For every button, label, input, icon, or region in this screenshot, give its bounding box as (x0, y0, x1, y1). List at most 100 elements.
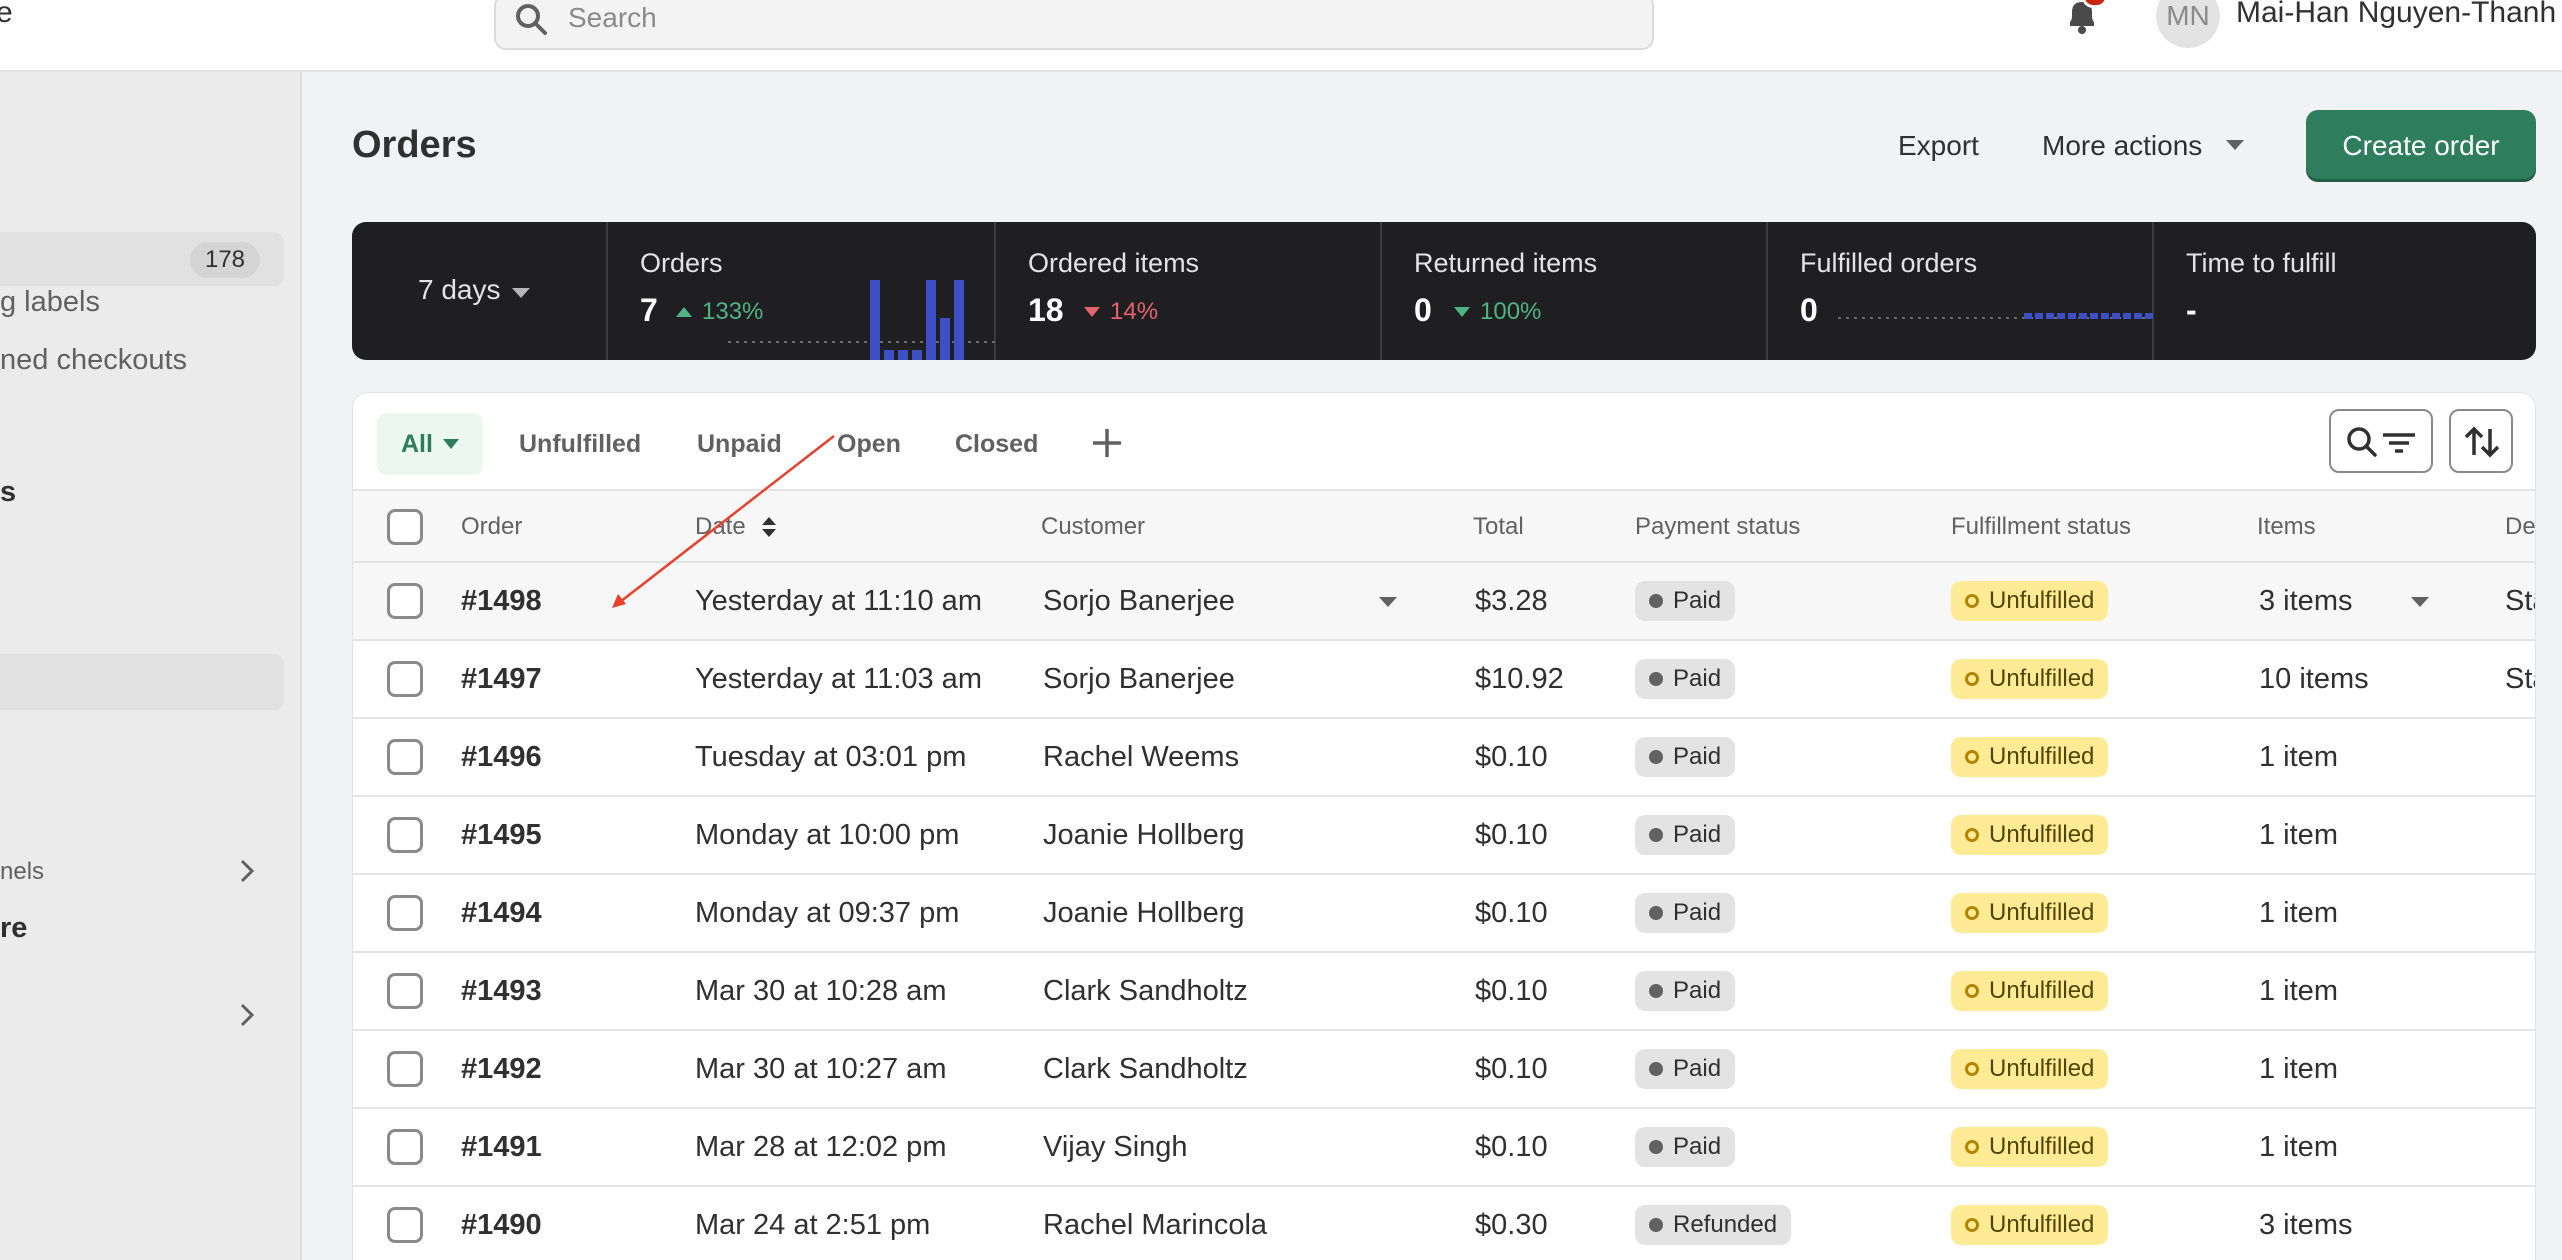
customer-name[interactable]: Rachel Weems (1043, 741, 1240, 773)
sort-icon (2464, 426, 2500, 458)
avatar[interactable]: MN (2156, 0, 2220, 48)
sidebar-item-shipping-labels[interactable]: g labels (0, 286, 100, 318)
customer-name[interactable]: Clark Sandholtz (1043, 975, 1248, 1007)
search-input[interactable]: Search (494, 0, 1654, 50)
table-row[interactable]: #1492 Mar 30 at 10:27 am Clark Sandholtz… (353, 1031, 2535, 1109)
bell-icon[interactable] (2062, 0, 2102, 36)
chevron-down-icon[interactable] (1379, 597, 1397, 607)
order-date: Mar 28 at 12:02 pm (695, 1131, 947, 1163)
sort-button[interactable] (2449, 409, 2513, 473)
metric-fulfilled-orders[interactable]: Fulfilled orders 0 (1768, 222, 2154, 360)
row-checkbox[interactable] (387, 817, 423, 853)
items-count[interactable]: 3 items (2259, 1209, 2353, 1241)
select-all-checkbox[interactable] (387, 509, 423, 545)
fulfillment-status-badge: Unfulfilled (1951, 659, 2109, 699)
sort-arrows-icon[interactable] (761, 515, 777, 539)
customer-name[interactable]: Rachel Marincola (1043, 1209, 1268, 1241)
metric-time-to-fulfill[interactable]: Time to fulfill - (2154, 222, 2536, 360)
create-order-button[interactable]: Create order (2306, 110, 2536, 182)
sidebar-item-abandoned-checkouts[interactable]: ned checkouts (0, 344, 188, 376)
order-number[interactable]: #1497 (461, 663, 542, 695)
order-number[interactable]: #1491 (461, 1131, 542, 1163)
order-number[interactable]: #1494 (461, 897, 542, 929)
table-row[interactable]: #1490 Mar 24 at 2:51 pm Rachel Marincola… (353, 1187, 2535, 1260)
sidebar-item-online-store[interactable]: re (0, 912, 28, 944)
customer-name[interactable]: Sorjo Banerjee (1043, 663, 1235, 695)
row-checkbox[interactable] (387, 661, 423, 697)
tab-open[interactable]: Open (837, 430, 901, 458)
export-button[interactable]: Export (1898, 130, 1979, 161)
row-checkbox[interactable] (387, 1129, 423, 1165)
items-count[interactable]: 1 item (2259, 897, 2338, 929)
payment-status-badge: Paid (1635, 581, 1736, 621)
row-checkbox[interactable] (387, 973, 423, 1009)
column-order[interactable]: Order (461, 513, 523, 540)
items-count[interactable]: 10 items (2259, 663, 2369, 695)
metric-value: 0 (1800, 292, 1818, 328)
order-number[interactable]: #1493 (461, 975, 542, 1007)
customer-name[interactable]: Sorjo Banerjee (1043, 585, 1235, 617)
status-ring-icon (1965, 1218, 1979, 1232)
table-row[interactable]: #1494 Monday at 09:37 pm Joanie Hollberg… (353, 875, 2535, 953)
row-checkbox[interactable] (387, 583, 423, 619)
customer-name[interactable]: Clark Sandholtz (1043, 1053, 1248, 1085)
row-checkbox[interactable] (387, 895, 423, 931)
row-checkbox[interactable] (387, 1207, 423, 1243)
payment-status-badge: Paid (1635, 659, 1736, 699)
table-row[interactable]: #1493 Mar 30 at 10:28 am Clark Sandholtz… (353, 953, 2535, 1031)
metric-ordered-items[interactable]: Ordered items 18 14% (996, 222, 1382, 360)
table-row[interactable]: #1497 Yesterday at 11:03 am Sorjo Banerj… (353, 641, 2535, 719)
column-fulfillment-status[interactable]: Fulfillment status (1951, 513, 2132, 540)
items-count[interactable]: 3 items (2259, 585, 2353, 617)
user-name[interactable]: Mai-Han Nguyen-Thanh (2236, 0, 2557, 29)
order-number[interactable]: #1496 (461, 741, 542, 773)
column-customer[interactable]: Customer (1041, 513, 1146, 540)
customer-name[interactable]: Joanie Hollberg (1043, 897, 1245, 929)
customer-name[interactable]: Vijay Singh (1043, 1131, 1188, 1163)
search-filter-button[interactable] (2329, 409, 2433, 473)
tab-all[interactable]: All (377, 413, 483, 475)
delivery-status: Sta (2505, 585, 2535, 617)
order-number[interactable]: #1490 (461, 1209, 542, 1241)
items-count[interactable]: 1 item (2259, 1131, 2338, 1163)
tab-closed[interactable]: Closed (955, 430, 1039, 458)
column-items[interactable]: Items (2257, 513, 2316, 540)
fulfillment-status-badge: Unfulfilled (1951, 737, 2109, 777)
plus-icon[interactable] (1087, 423, 1127, 463)
order-number[interactable]: #1495 (461, 819, 542, 851)
items-count[interactable]: 1 item (2259, 1053, 2338, 1085)
table-row[interactable]: #1496 Tuesday at 03:01 pm Rachel Weems $… (353, 719, 2535, 797)
metric-orders[interactable]: Orders 7 133% (608, 222, 996, 360)
sidebar-item-highlighted[interactable] (0, 654, 284, 710)
table-row[interactable]: #1498 Yesterday at 11:10 am Sorjo Banerj… (353, 563, 2535, 641)
more-actions-button[interactable]: More actions (2042, 130, 2203, 161)
row-checkbox[interactable] (387, 1051, 423, 1087)
order-number[interactable]: #1492 (461, 1053, 542, 1085)
tab-unpaid[interactable]: Unpaid (697, 430, 782, 458)
order-date: Mar 24 at 2:51 pm (695, 1209, 931, 1241)
order-number[interactable]: #1498 (461, 585, 542, 617)
status-ring-icon (1965, 828, 1979, 842)
items-count[interactable]: 1 item (2259, 819, 2338, 851)
sidebar-item-section[interactable]: s (0, 476, 17, 508)
row-checkbox[interactable] (387, 739, 423, 775)
items-count[interactable]: 1 item (2259, 975, 2338, 1007)
store-brand[interactable]: e (0, 0, 13, 29)
column-delivery[interactable]: De (2505, 513, 2536, 540)
chevron-down-icon[interactable] (2411, 597, 2429, 607)
table-row[interactable]: #1495 Monday at 10:00 pm Joanie Hollberg… (353, 797, 2535, 875)
tab-unfulfilled[interactable]: Unfulfilled (519, 430, 642, 458)
column-total[interactable]: Total (1473, 513, 1524, 540)
metric-label: Fulfilled orders (1800, 248, 1978, 278)
sidebar-section-sales-channels[interactable]: nels (0, 858, 45, 885)
metric-returned-items[interactable]: Returned items 0 100% (1382, 222, 1768, 360)
column-date[interactable]: Date (695, 513, 746, 540)
items-count[interactable]: 1 item (2259, 741, 2338, 773)
metric-label: Orders (640, 248, 723, 278)
chevron-right-icon[interactable] (236, 1002, 258, 1028)
customer-name[interactable]: Joanie Hollberg (1043, 819, 1245, 851)
date-range-selector[interactable]: 7 days (352, 222, 608, 360)
table-row[interactable]: #1491 Mar 28 at 12:02 pm Vijay Singh $0.… (353, 1109, 2535, 1187)
chevron-right-icon[interactable] (236, 858, 258, 884)
column-payment-status[interactable]: Payment status (1635, 513, 1801, 540)
